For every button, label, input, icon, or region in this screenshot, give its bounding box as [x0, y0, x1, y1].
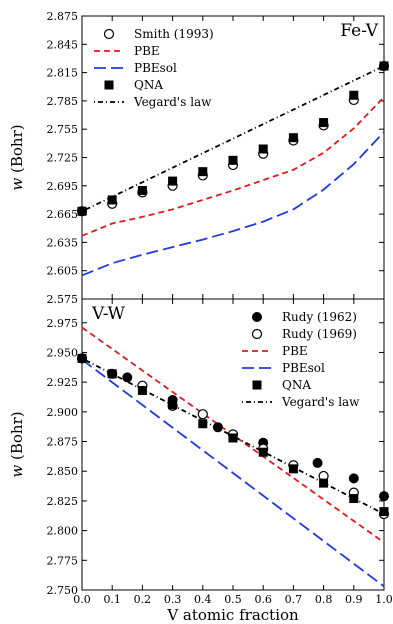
legend-marker	[104, 80, 114, 90]
legend-marker	[252, 312, 262, 322]
series-line	[81, 96, 385, 237]
y-tick-label: 2.875	[47, 436, 79, 449]
legend-marker	[252, 380, 262, 390]
data-point	[319, 118, 329, 128]
x-tick-label: 0.5	[224, 593, 242, 606]
y-tick-label: 2.695	[47, 180, 79, 193]
y-axis-title: w (Bohr)	[8, 124, 26, 190]
x-tick-label: 0.1	[103, 593, 121, 606]
legend-label: Vegard's law	[281, 395, 360, 409]
y-tick-label: 2.775	[47, 554, 79, 567]
data-point	[228, 155, 238, 165]
legend-label: PBEsol	[282, 361, 325, 375]
data-point	[198, 419, 208, 429]
data-point	[168, 176, 178, 186]
y-tick-label: 2.925	[47, 376, 79, 389]
y-tick-label: 2.725	[47, 152, 79, 165]
legend-label: PBE	[282, 344, 308, 358]
y-tick-label: 2.575	[47, 293, 79, 306]
data-point	[348, 473, 359, 484]
x-axis-title: V atomic fraction	[166, 606, 299, 624]
data-point	[137, 186, 147, 196]
x-tick-label: 0.3	[164, 593, 182, 606]
data-point	[137, 385, 147, 395]
y-tick-label: 2.975	[47, 317, 79, 330]
legend: Rudy (1962) Rudy (1969) PBE PBEsol QNA Vegard…	[242, 310, 360, 409]
y-tick-label: 2.950	[47, 346, 79, 359]
x-tick-label: 0.4	[194, 593, 212, 606]
data-point	[197, 409, 208, 420]
legend-label: QNA	[134, 78, 163, 92]
data-point	[77, 353, 87, 363]
data-point	[77, 206, 87, 216]
series-line	[81, 131, 385, 277]
panel-label: V-W	[91, 304, 126, 324]
x-tick-label: 0.8	[315, 593, 333, 606]
y-tick-label: 2.755	[47, 123, 79, 136]
panel-v-w: 2.750 2.775 2.800 2.825 2.850 2.875 2.900 2.925…	[8, 298, 393, 624]
legend-label: Rudy (1969)	[282, 327, 357, 341]
legend-marker	[103, 28, 115, 40]
y-tick-label: 2.605	[47, 265, 79, 278]
x-tick-label: 0.2	[134, 593, 152, 606]
y-tick-label: 2.750	[47, 584, 79, 597]
y-tick-label: 2.850	[47, 465, 79, 478]
data-point	[228, 433, 238, 443]
legend: Smith (1993) PBE PBEsol QNA Vegard's law	[94, 27, 214, 109]
y-axis-unit: (Bohr)	[8, 411, 26, 464]
data-point	[258, 144, 268, 154]
series-line	[81, 358, 385, 588]
data-point	[107, 195, 117, 205]
data-point	[312, 457, 323, 468]
data-point	[198, 167, 208, 177]
data-point	[379, 507, 389, 517]
data-point	[349, 494, 359, 504]
x-tick-label: 0.9	[345, 593, 363, 606]
legend-label: Smith (1993)	[134, 27, 214, 41]
x-tick-label: 0.0	[73, 593, 91, 606]
y-tick-label: 2.815	[47, 67, 79, 80]
legend-marker	[251, 328, 263, 340]
y-tick-label: 2.800	[47, 525, 79, 538]
y-tick-label: 2.875	[47, 10, 79, 23]
data-point	[212, 422, 223, 433]
data-point	[319, 478, 329, 488]
x-tick-label: 1.0	[375, 593, 393, 606]
data-point	[379, 491, 389, 502]
legend-label: Rudy (1962)	[282, 310, 357, 324]
panel-label: Fe-V	[340, 21, 378, 41]
plot-frame	[81, 298, 385, 591]
y-tick-label: 2.845	[47, 38, 79, 51]
y-axis-unit: (Bohr)	[8, 124, 26, 177]
series-line	[81, 357, 385, 515]
y-tick-label: 2.785	[47, 95, 79, 108]
y-tick-label: 2.665	[47, 208, 79, 221]
data-point	[122, 372, 133, 383]
legend-label: Vegard's law	[133, 95, 212, 109]
data-point	[379, 61, 389, 71]
panel-fe-v: 2.575 2.605 2.635 2.665 2.695 2.725 2.755 2.785…	[8, 10, 390, 306]
y-axis-variable: w	[8, 178, 26, 191]
data-point	[258, 447, 268, 457]
x-tick-label: 0.6	[254, 593, 272, 606]
y-axis-variable: w	[8, 465, 26, 478]
legend-label: PBEsol	[134, 61, 177, 75]
data-point	[168, 400, 178, 410]
y-tick-label: 2.900	[47, 406, 79, 419]
legend-label: QNA	[282, 378, 311, 392]
data-point	[107, 369, 117, 379]
data-point	[349, 90, 359, 100]
y-tick-label: 2.635	[47, 236, 79, 249]
x-tick-label: 0.7	[285, 593, 303, 606]
series-line	[81, 65, 385, 213]
data-point	[288, 133, 298, 143]
legend-label: PBE	[134, 44, 160, 58]
data-point	[288, 464, 298, 474]
y-tick-label: 2.825	[47, 495, 79, 508]
y-axis-title: w (Bohr)	[8, 411, 26, 477]
